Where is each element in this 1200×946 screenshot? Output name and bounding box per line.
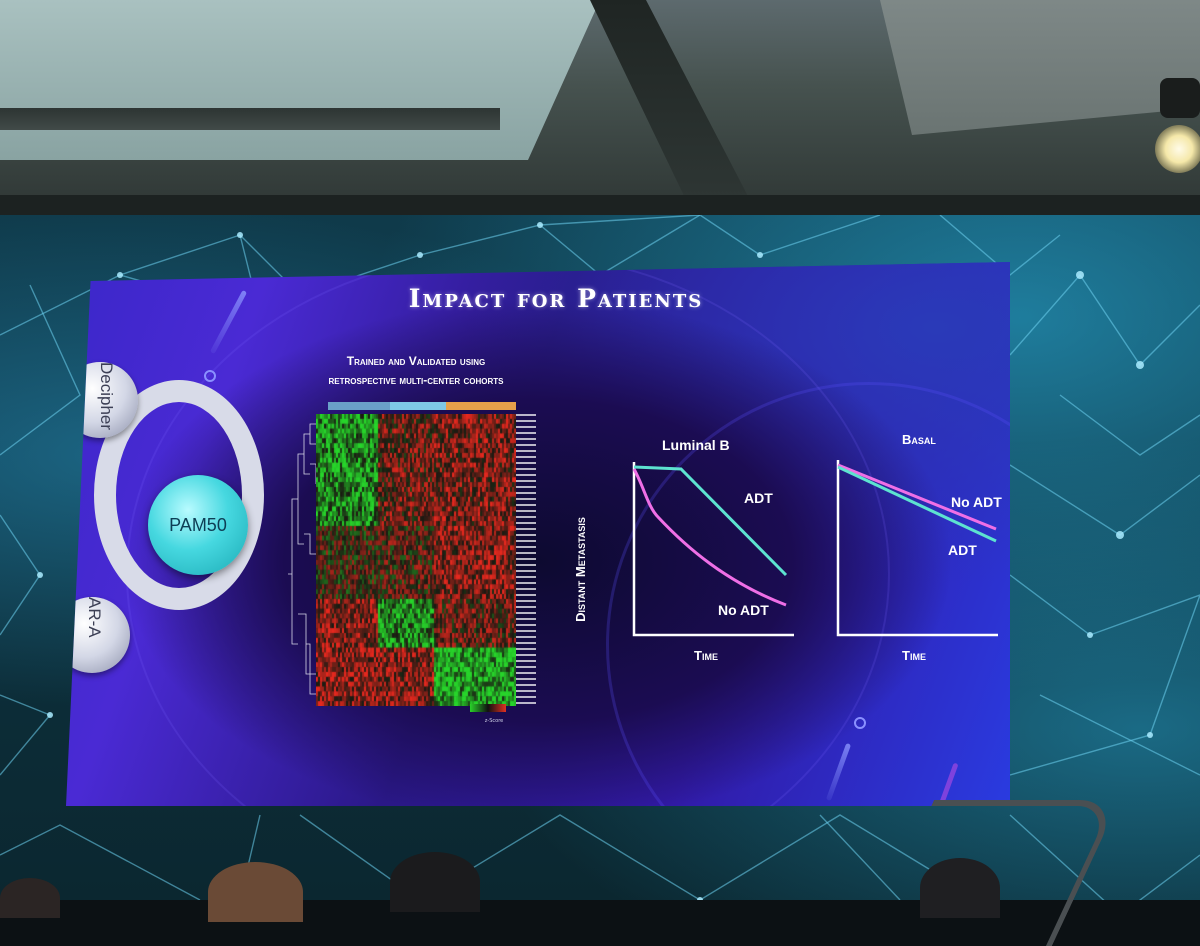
basal-no-adt-label: No ADT — [951, 494, 1002, 510]
luminal-b-axes — [632, 462, 794, 637]
luminal-b-no-adt-label: No ADT — [718, 602, 769, 618]
basal-axes — [836, 460, 998, 637]
zscore-caption: z-Score — [484, 718, 504, 724]
pam50-node: PAM50 — [148, 475, 248, 575]
presentation-slide: Impact for Patients Trained and Validate… — [66, 262, 1010, 806]
ceiling-beam — [0, 108, 500, 130]
subtitle-line: Trained and Validated using — [346, 354, 486, 368]
dendrogram — [288, 423, 316, 695]
slide-title: Impact for Patients — [408, 284, 704, 313]
ceiling-panel — [880, 0, 1200, 135]
luminal-b-x-label: Time — [694, 648, 718, 663]
luminal-b-title: Luminal B — [662, 437, 730, 453]
audience-head — [390, 852, 480, 912]
ar-a-node: AR-A — [66, 597, 130, 673]
spotlight-mount — [1160, 78, 1200, 118]
slide-decor-dot — [854, 717, 866, 729]
audience-head — [920, 858, 1000, 918]
basal-adt-curve — [837, 465, 997, 543]
ceiling — [0, 0, 1200, 217]
pam50-label: PAM50 — [169, 514, 227, 535]
heatmap-cells — [316, 414, 516, 706]
decipher-label: Decipher — [97, 362, 116, 431]
network-pattern — [0, 215, 1200, 900]
ceiling-soffit — [590, 0, 750, 200]
gene-labels — [516, 414, 536, 706]
ceiling-tile — [0, 0, 600, 160]
basal-x-label: Time — [902, 648, 926, 663]
audience-head — [208, 862, 303, 922]
basal-title: Basal — [902, 432, 936, 447]
basal-adt-label: ADT — [948, 542, 977, 558]
group-bar-basal — [446, 402, 516, 410]
survival-curves: ADT No ADT No ADT ADT — [632, 460, 1002, 637]
luminal-b-adt-label: ADT — [744, 490, 773, 506]
ar-a-label: AR-A — [85, 597, 104, 638]
basal-no-adt-curve — [837, 463, 997, 531]
audience-head — [0, 878, 60, 918]
slide-subtitle: Trained and Validated using retrospectiv… — [266, 352, 566, 390]
subtitle-line: retrospective multi-center cohorts — [328, 373, 504, 387]
y-axis-label: Distant Metastasis — [572, 517, 588, 622]
group-bar-luma — [328, 402, 390, 410]
luminal-b-adt-curve — [633, 465, 788, 577]
luminal-b-no-adt-curve — [632, 468, 787, 607]
slide-decor-dot — [204, 370, 216, 382]
ceiling-edge — [0, 195, 1200, 217]
group-bar-lumb — [390, 402, 446, 410]
zscore-colorbar — [470, 704, 506, 712]
spotlight — [1155, 125, 1200, 173]
